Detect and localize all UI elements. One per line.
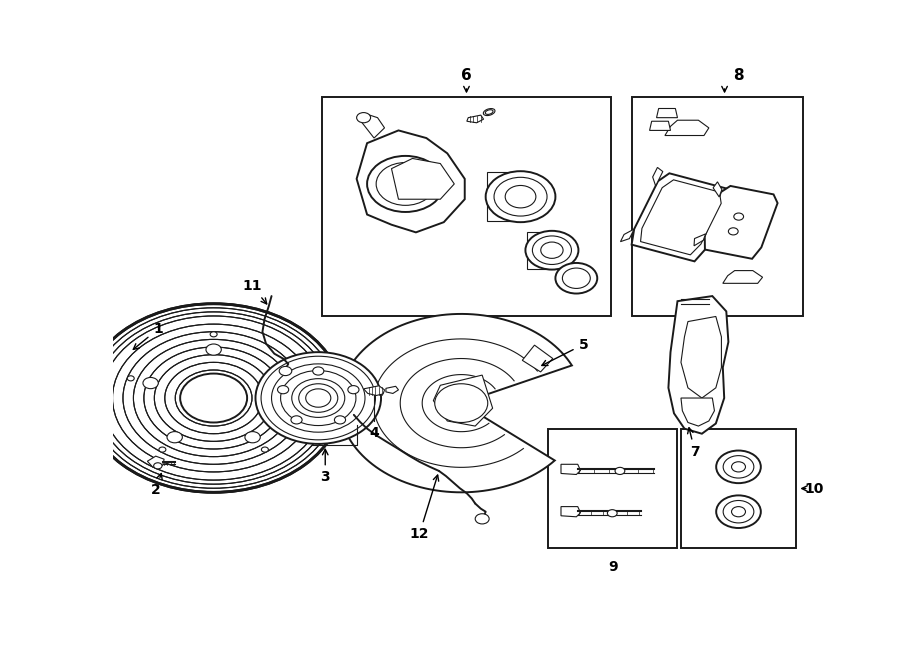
Polygon shape xyxy=(705,186,778,259)
Circle shape xyxy=(167,432,183,443)
Polygon shape xyxy=(650,121,670,130)
Polygon shape xyxy=(360,114,384,138)
Circle shape xyxy=(475,514,490,524)
Text: 1: 1 xyxy=(133,322,163,350)
Polygon shape xyxy=(339,314,572,493)
Polygon shape xyxy=(467,115,483,122)
Text: 12: 12 xyxy=(410,475,438,541)
Bar xyxy=(632,97,803,316)
Polygon shape xyxy=(487,172,524,221)
Circle shape xyxy=(505,185,536,208)
Ellipse shape xyxy=(485,110,493,115)
Circle shape xyxy=(127,376,134,381)
Text: 2: 2 xyxy=(151,473,162,496)
Circle shape xyxy=(277,385,289,394)
Circle shape xyxy=(732,506,745,517)
Polygon shape xyxy=(665,120,709,136)
Circle shape xyxy=(356,113,371,122)
Text: 5: 5 xyxy=(542,338,589,365)
Polygon shape xyxy=(681,398,715,426)
Text: 8: 8 xyxy=(734,68,743,83)
Polygon shape xyxy=(620,229,634,242)
Polygon shape xyxy=(356,130,464,232)
Circle shape xyxy=(728,228,738,235)
Bar xyxy=(548,428,678,548)
Polygon shape xyxy=(561,464,581,475)
Circle shape xyxy=(716,495,760,528)
Circle shape xyxy=(732,462,745,472)
Circle shape xyxy=(562,268,590,289)
Circle shape xyxy=(102,316,325,479)
Polygon shape xyxy=(641,180,721,255)
Circle shape xyxy=(555,263,598,293)
Circle shape xyxy=(435,384,488,422)
Circle shape xyxy=(724,500,754,523)
Circle shape xyxy=(159,447,166,452)
Polygon shape xyxy=(723,271,762,283)
Bar xyxy=(681,428,796,548)
Polygon shape xyxy=(561,506,581,517)
Polygon shape xyxy=(694,234,706,246)
Text: 6: 6 xyxy=(461,68,472,83)
Circle shape xyxy=(312,367,324,375)
Polygon shape xyxy=(148,456,164,467)
Polygon shape xyxy=(656,109,678,118)
Text: 3: 3 xyxy=(320,449,330,485)
Circle shape xyxy=(279,367,292,375)
Circle shape xyxy=(206,344,221,355)
Circle shape xyxy=(608,510,617,517)
Polygon shape xyxy=(386,387,399,393)
Circle shape xyxy=(615,467,625,475)
Circle shape xyxy=(335,416,346,424)
Circle shape xyxy=(347,385,359,394)
Circle shape xyxy=(724,455,754,478)
Circle shape xyxy=(180,373,248,422)
Circle shape xyxy=(210,332,217,337)
Circle shape xyxy=(261,447,268,452)
Circle shape xyxy=(293,376,300,381)
Polygon shape xyxy=(632,173,730,261)
Circle shape xyxy=(256,352,381,444)
Circle shape xyxy=(269,377,284,389)
Text: 11: 11 xyxy=(242,279,266,304)
Circle shape xyxy=(526,231,579,269)
Circle shape xyxy=(734,213,743,220)
Text: 4: 4 xyxy=(369,426,379,440)
Polygon shape xyxy=(392,158,454,199)
Circle shape xyxy=(486,171,555,222)
Text: 9: 9 xyxy=(608,559,617,573)
Text: 7: 7 xyxy=(688,428,699,459)
Circle shape xyxy=(245,432,260,443)
Ellipse shape xyxy=(483,109,495,116)
Circle shape xyxy=(154,463,162,469)
Circle shape xyxy=(494,177,547,216)
Polygon shape xyxy=(526,232,555,269)
Polygon shape xyxy=(434,375,492,426)
Polygon shape xyxy=(669,296,728,434)
Circle shape xyxy=(533,236,572,265)
Circle shape xyxy=(541,242,563,258)
Circle shape xyxy=(85,304,343,493)
Polygon shape xyxy=(652,167,662,186)
Polygon shape xyxy=(364,386,384,395)
Circle shape xyxy=(143,377,158,389)
Circle shape xyxy=(291,416,302,424)
Polygon shape xyxy=(713,182,722,197)
Text: 10: 10 xyxy=(805,481,824,495)
Bar xyxy=(322,97,611,316)
Polygon shape xyxy=(522,345,553,372)
Circle shape xyxy=(716,451,760,483)
